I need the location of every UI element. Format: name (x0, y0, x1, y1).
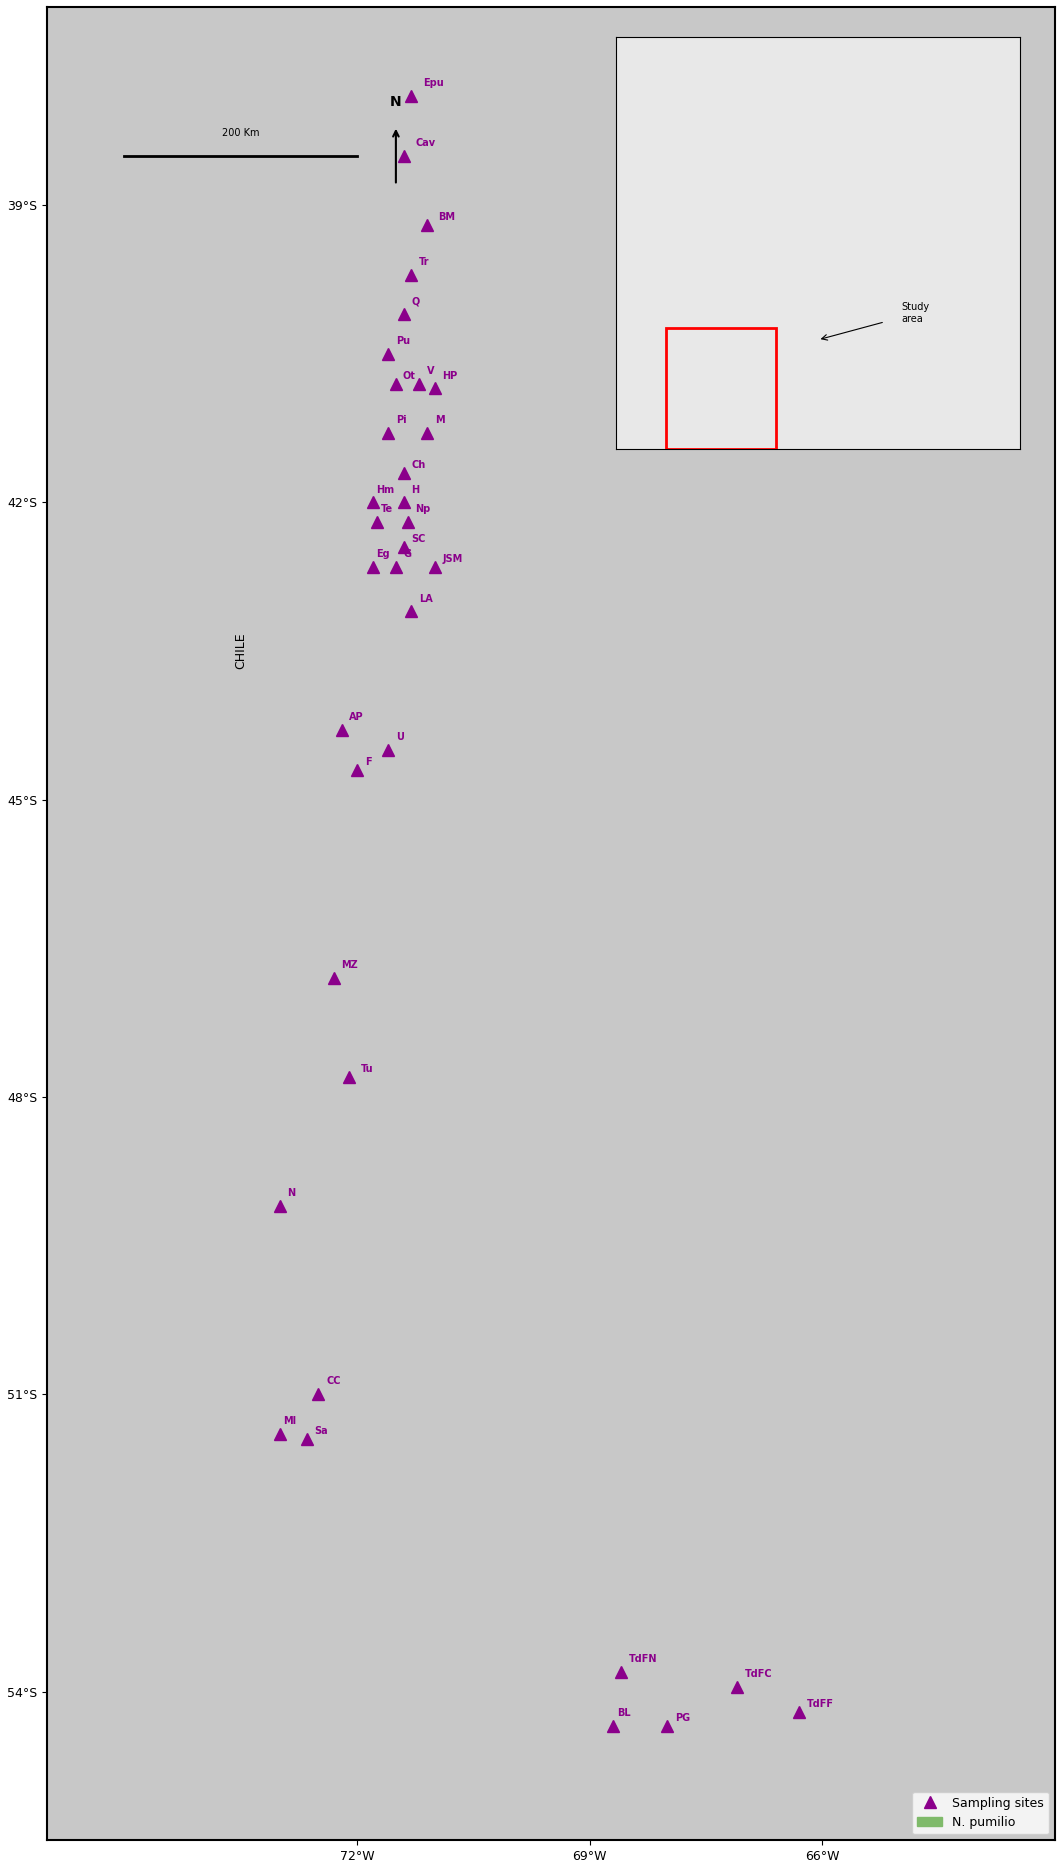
Legend: Sampling sites, N. pumilio: Sampling sites, N. pumilio (912, 1791, 1049, 1834)
Text: N: N (288, 1187, 295, 1199)
Text: MZ: MZ (342, 959, 358, 971)
Text: M: M (434, 415, 444, 424)
Text: Ot: Ot (402, 370, 415, 381)
Text: Te: Te (380, 505, 393, 514)
Text: Study
area: Study area (902, 303, 930, 324)
Text: F: F (365, 757, 372, 767)
Text: Cav: Cav (415, 138, 435, 148)
Text: Pu: Pu (396, 337, 410, 346)
Text: JSM: JSM (443, 554, 463, 565)
Text: MI: MI (284, 1416, 296, 1427)
Text: PG: PG (675, 1713, 690, 1724)
Text: HP: HP (443, 370, 458, 381)
Text: H: H (411, 484, 419, 494)
Text: LA: LA (419, 593, 433, 604)
Text: U: U (396, 733, 404, 742)
Text: G: G (404, 550, 412, 559)
Text: TdFF: TdFF (807, 1698, 834, 1709)
Text: N: N (390, 95, 401, 108)
Text: V: V (427, 367, 434, 376)
Text: Ch: Ch (411, 460, 426, 469)
Text: Hm: Hm (377, 484, 395, 494)
Text: BL: BL (617, 1709, 631, 1719)
Text: Np: Np (415, 505, 430, 514)
Text: Q: Q (411, 295, 419, 307)
Text: Tu: Tu (361, 1064, 374, 1073)
Text: CC: CC (326, 1376, 341, 1386)
Text: TdFC: TdFC (744, 1668, 772, 1679)
Text: 200 Km: 200 Km (222, 127, 259, 138)
Bar (667, 327, 775, 449)
Text: CHILE: CHILE (235, 632, 247, 669)
Text: TdFN: TdFN (629, 1653, 657, 1664)
Text: BM: BM (439, 211, 456, 223)
Text: AP: AP (349, 712, 364, 722)
Text: SC: SC (411, 535, 426, 544)
Text: Eg: Eg (377, 550, 390, 559)
Text: Pi: Pi (396, 415, 407, 424)
Text: Epu: Epu (423, 79, 444, 88)
Text: Sa: Sa (314, 1427, 328, 1436)
Text: Tr: Tr (419, 256, 430, 267)
